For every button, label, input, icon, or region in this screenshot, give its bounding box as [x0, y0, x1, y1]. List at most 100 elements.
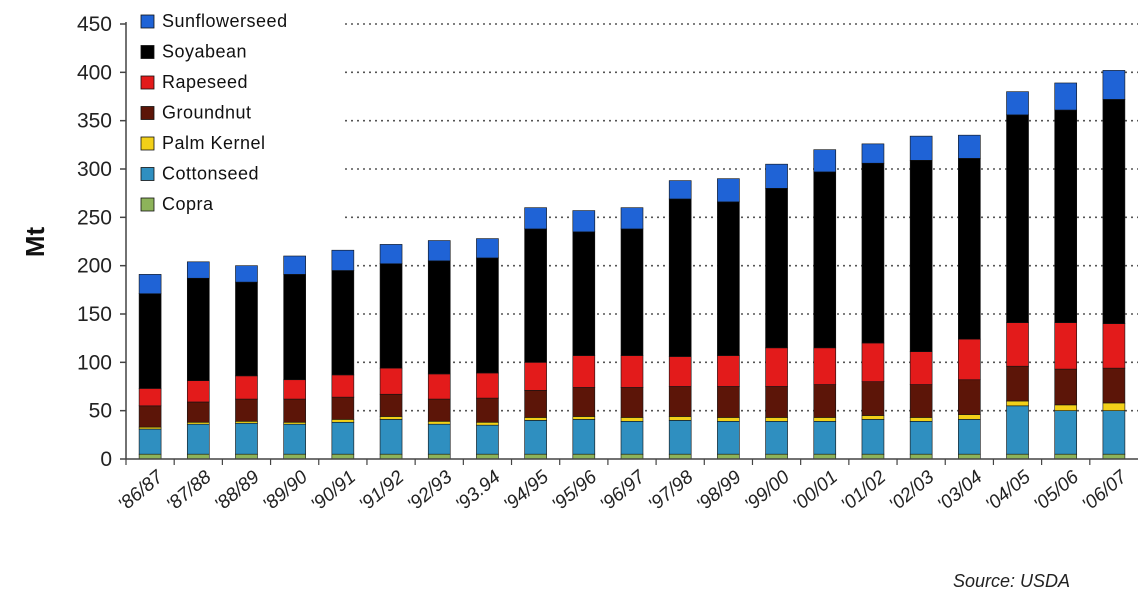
bar-segment-sunflowerseed	[476, 238, 499, 259]
bar-segment-sunflowerseed	[861, 143, 885, 164]
bar-segment-palm-kernel	[379, 416, 403, 420]
x-tick-label: '06/07	[1078, 466, 1132, 516]
bar-segment-groundnut	[476, 397, 499, 423]
y-tick-label: 0	[100, 448, 112, 471]
bar-segment-soyabean	[524, 228, 547, 363]
bar-segment-groundnut	[138, 405, 162, 428]
bar-segment-soyabean	[476, 257, 499, 374]
bar-segment-groundnut	[427, 398, 451, 422]
bar-segment-soyabean	[765, 188, 788, 349]
bar-segment-sunflowerseed	[909, 135, 933, 161]
bar-segment-cottonseed	[283, 423, 306, 455]
bar-segment-rapeseed	[235, 375, 258, 400]
bar-segment-palm-kernel	[765, 417, 788, 422]
bar-segment-rapeseed	[1054, 322, 1078, 370]
bar-segment-cottonseed	[1006, 405, 1029, 455]
bar-segment-rapeseed	[1102, 323, 1126, 369]
bar-segment-groundnut	[1054, 368, 1078, 406]
bar-segment-cottonseed	[476, 424, 499, 455]
bar-segment-sunflowerseed	[668, 180, 692, 200]
bar-segment-palm-kernel	[572, 416, 596, 420]
bar-segment-cottonseed	[861, 419, 885, 455]
bar-segment-rapeseed	[476, 372, 499, 399]
x-tick-label: '05/06	[1030, 466, 1083, 515]
x-tick-label: '99/00	[741, 466, 794, 515]
x-tick-label: '87/88	[163, 466, 216, 515]
bar-segment-cottonseed	[427, 423, 451, 455]
bar-segment-soyabean	[427, 260, 451, 375]
bar-segment-soyabean	[668, 198, 692, 357]
bar-segment-groundnut	[331, 396, 355, 420]
bar-segment-palm-kernel	[524, 417, 547, 421]
bar-segment-soyabean	[1102, 99, 1126, 324]
bar-segment-sunflowerseed	[331, 249, 355, 271]
bar-segment-groundnut	[283, 398, 306, 423]
y-tick-label: 250	[77, 206, 112, 229]
bar-segment-soyabean	[620, 228, 644, 356]
bar-segment-cottonseed	[524, 420, 547, 455]
bar-segment-soyabean	[138, 293, 162, 389]
bar-segment-groundnut	[717, 386, 740, 418]
bar-segment-cottonseed	[813, 420, 837, 455]
y-axis: 0 50 100 150 200 250 300 350 400 450	[77, 13, 127, 471]
x-tick-label: '88/89	[211, 466, 264, 515]
x-tick-label: '92/93	[404, 466, 457, 515]
bar-segment-palm-kernel	[861, 415, 885, 420]
y-tick-label: 350	[77, 110, 112, 133]
legend-swatch	[140, 14, 155, 29]
bar-segment-palm-kernel	[620, 417, 644, 422]
bar-segment-soyabean	[717, 201, 740, 356]
source-note: Source: USDA	[953, 571, 1070, 591]
x-tick-label: '04/05	[982, 466, 1035, 515]
bar-segment-rapeseed	[524, 362, 547, 391]
bar-segment-sunflowerseed	[427, 240, 451, 262]
bar-segment-cottonseed	[1054, 410, 1078, 455]
bar-segment-soyabean	[958, 158, 981, 340]
x-tick-label: '97/98	[645, 466, 698, 515]
bar-segment-palm-kernel	[958, 414, 981, 420]
legend-swatch	[140, 136, 155, 151]
bar-segment-cottonseed	[235, 422, 258, 455]
x-tick-label: '00/01	[789, 467, 842, 516]
bar-segment-groundnut	[668, 386, 692, 417]
bar-segment-soyabean	[813, 171, 837, 349]
legend-swatch	[140, 45, 155, 59]
legend-label: Palm Kernel	[162, 133, 266, 153]
bar-segment-palm-kernel	[717, 417, 740, 422]
bar-segment-sunflowerseed	[379, 244, 403, 265]
bar-segment-groundnut	[620, 387, 644, 418]
bar-segment-sunflowerseed	[620, 207, 644, 230]
bar-segment-groundnut	[958, 379, 981, 415]
bar-segment-soyabean	[861, 162, 885, 344]
bar-segment-cottonseed	[765, 420, 788, 455]
bar-segment-sunflowerseed	[765, 163, 788, 189]
bar-segment-cottonseed	[572, 419, 596, 455]
bar-segment-soyabean	[572, 231, 596, 356]
bar-segment-rapeseed	[331, 374, 355, 398]
bar-segment-cottonseed	[958, 419, 981, 455]
legend-swatch	[140, 167, 155, 181]
bar-segment-rapeseed	[1006, 322, 1029, 367]
x-tick-label: '01/02	[837, 466, 890, 515]
bar-segment-rapeseed	[379, 367, 403, 395]
bar-segment-soyabean	[331, 270, 355, 376]
bar-segment-groundnut	[1102, 367, 1126, 404]
bar-segment-soyabean	[235, 281, 258, 377]
bar-segment-groundnut	[186, 401, 210, 423]
y-tick-label: 300	[77, 158, 112, 181]
y-tick-label: 200	[77, 255, 112, 278]
bar-segment-palm-kernel	[331, 419, 355, 423]
bar-segment-sunflowerseed	[813, 149, 837, 173]
bar-segment-rapeseed	[283, 379, 306, 400]
bar-segment-sunflowerseed	[524, 207, 547, 230]
x-tick-label: '89/90	[259, 466, 312, 515]
bar-segment-sunflowerseed	[572, 210, 596, 233]
legend-swatch	[140, 197, 155, 212]
x-axis: '86/87'87/88'88/89'89/90'90/91'91/92'92/…	[115, 458, 1138, 516]
bar-segment-sunflowerseed	[138, 274, 162, 295]
bar-segment-cottonseed	[668, 420, 692, 455]
bar-segment-cottonseed	[379, 419, 403, 455]
x-tick-label: '93.94	[452, 467, 505, 516]
x-tick-label: '90/91	[307, 467, 360, 516]
